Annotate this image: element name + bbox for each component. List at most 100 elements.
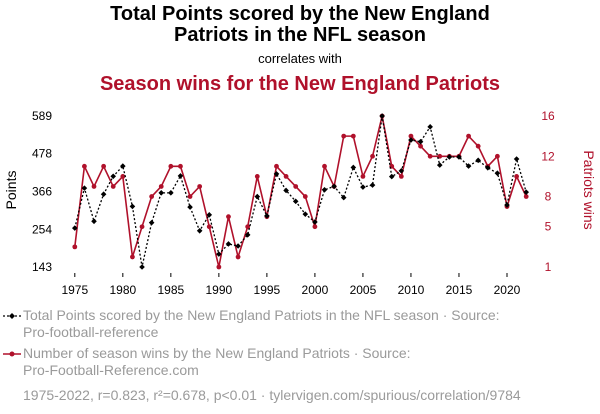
series-points-point [81,185,88,191]
series-points-point [216,251,222,257]
x-tick-labels: 1975 1980 1985 1990 1995 2000 2005 2010 2015 2020 [61,273,521,297]
series-points-point [110,173,117,180]
x-tick-label: 1995 [254,283,281,297]
series-points-point [504,202,510,208]
x-tick-label: 1985 [157,283,184,297]
chart-title-line-1: Total Points scored by the New England [110,3,490,25]
y-left-tick-label: 143 [32,260,52,274]
footer-note: 1975-2022, r=0.823, r²=0.678, p<0.01 · t… [23,387,521,403]
series-wins [72,113,529,270]
series-wins-point [283,174,289,179]
series-points-point [417,138,424,145]
series-points-point [484,165,491,171]
x-tick-label: 1980 [109,283,136,297]
series-wins-point [302,194,308,199]
y-left-tick-label: 478 [32,147,52,161]
series-wins-point [427,153,433,159]
series-wins-point [418,143,423,149]
series-wins-point [110,184,116,189]
series-points-point [475,157,481,164]
y-left-tick-labels: 143 254 366 478 589 [32,109,52,274]
series-points-point [340,194,347,201]
y-right-tick-label: 12 [541,149,555,163]
y-left-tick-label: 589 [32,109,52,123]
series-points-point [408,137,414,143]
series-wins-point [408,133,414,139]
series-wins-point [101,163,107,169]
series-points-point [225,241,232,247]
y-right-tick-labels: 1 5 8 12 16 [541,109,555,274]
y-right-tick-label: 16 [541,109,555,123]
chart-title-line-2: Patriots in the NFL season [174,24,426,46]
series-points-point [158,190,165,196]
series-points-point [312,219,318,225]
series-points-point [523,189,529,195]
series-points-point [139,264,145,270]
legend-wins-line-2: Pro-Football-Reference.com [23,362,199,378]
series-wins-point [82,163,87,169]
y-right-tick-label: 1 [545,260,552,274]
series-points-line [74,115,527,268]
connector-text: correlates with [258,51,342,66]
series-wins-point [341,133,347,139]
series-wins-point [197,184,203,189]
series-points-point [254,193,261,200]
series-wins-point [254,174,260,179]
series-points-point [513,156,520,162]
x-tick-label: 2010 [398,283,425,297]
series-points-point [379,113,385,119]
series-points-point [456,154,462,160]
series-wins-point [187,194,193,199]
series-points [72,113,529,270]
series-wins-point [226,214,231,220]
series-wins-point [437,153,443,159]
series-points-point [283,187,289,194]
series-points-point [129,203,136,210]
y-right-axis-label: Patriots wins [581,150,597,229]
legend-swatch-wins [3,351,21,357]
series-points-point [427,124,433,130]
series-points-point [100,191,107,198]
series-wins-point [168,163,174,169]
series-points-point [264,213,270,219]
series-wins-point [514,174,519,179]
chart-title-2: Season wins for the New England Patriots [100,73,500,95]
series-wins-point [274,163,279,169]
series-wins-point [178,163,183,169]
x-tick-label: 1975 [61,283,88,297]
y-right-tick-label: 5 [545,220,552,234]
x-tick-label: 2000 [302,283,329,297]
series-wins-point [158,184,164,189]
series-wins-point [350,133,356,139]
x-tick-label: 2005 [350,283,377,297]
series-points-point [196,227,203,234]
series-wins-point [398,174,404,179]
legend-swatch-points [3,313,21,319]
series-points-point [177,173,184,179]
x-tick-label: 2020 [494,283,521,297]
series-points-point [398,168,405,174]
y-right-tick-label: 8 [545,190,552,204]
series-points-point [206,212,213,218]
series-points-point [494,170,501,177]
series-wins-point [322,163,327,169]
series-wins-point [466,133,471,139]
y-left-tick-label: 254 [32,222,52,236]
series-points-point [148,219,155,226]
series-points-point [350,164,357,171]
series-wins-point [235,254,241,260]
series-points-point [72,225,78,231]
series-points-point [331,183,337,190]
series-points-point [187,204,193,210]
series-wins-point [293,184,299,189]
series-wins-point [370,153,375,159]
series-wins-point [475,143,481,149]
legend-wins-line-1: Number of season wins by the New England… [23,345,411,361]
series-wins-point [120,174,126,179]
series-points-point [360,184,366,190]
series-wins-line [74,115,527,268]
series-points-point [302,211,309,217]
series-wins-point [360,174,366,179]
y-left-tick-label: 366 [32,185,52,199]
